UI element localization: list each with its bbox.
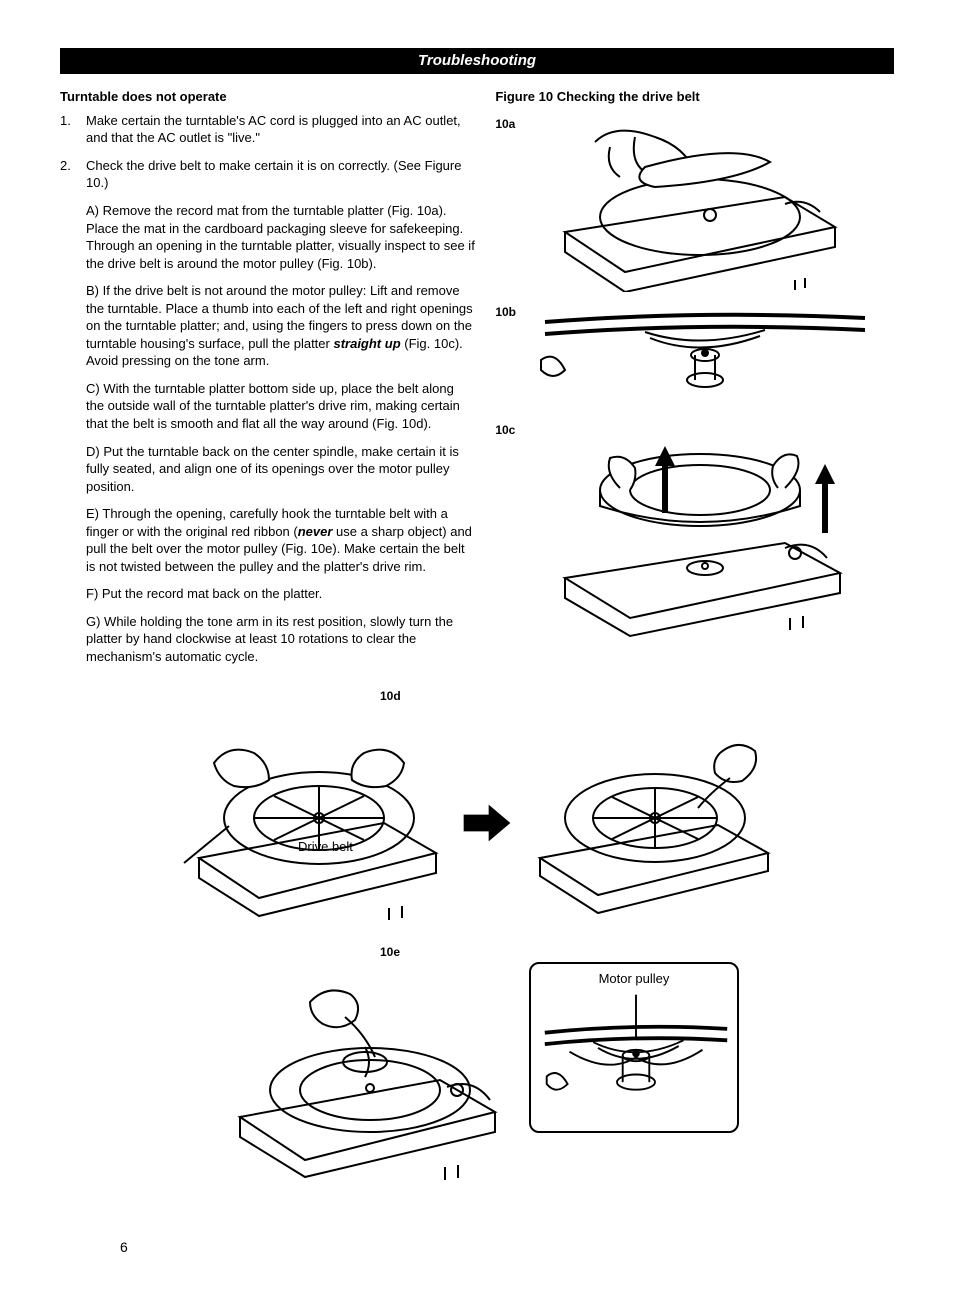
label-10a: 10a bbox=[495, 116, 525, 132]
fig-10b-svg bbox=[535, 300, 865, 410]
two-column-layout: Turntable does not operate Make certain … bbox=[60, 88, 894, 675]
step-1-text: Make certain the turntable's AC cord is … bbox=[86, 113, 461, 146]
label-10d: 10d bbox=[380, 688, 894, 704]
figure-10c: 10c bbox=[495, 418, 894, 638]
substep-c: C) With the turntable platter bottom sid… bbox=[86, 380, 475, 433]
label-10b: 10b bbox=[495, 304, 525, 320]
fig-10e-svg bbox=[215, 962, 515, 1192]
step-2-lead: Check the drive belt to make certain it … bbox=[86, 158, 461, 191]
step-1: Make certain the turntable's AC cord is … bbox=[60, 112, 475, 147]
section-title: Troubleshooting bbox=[418, 52, 536, 69]
step-2: Check the drive belt to make certain it … bbox=[60, 157, 475, 666]
right-column: Figure 10 Checking the drive belt 10a bbox=[495, 88, 894, 675]
fig-10d-left-svg bbox=[174, 708, 454, 938]
figure-10b: 10b bbox=[495, 300, 894, 410]
figure-heading: Figure 10 Checking the drive belt bbox=[495, 88, 894, 106]
fig-10a-svg bbox=[535, 112, 865, 292]
troubleshoot-heading: Turntable does not operate bbox=[60, 88, 475, 106]
left-column: Turntable does not operate Make certain … bbox=[60, 88, 475, 675]
motor-pulley-label: Motor pulley bbox=[541, 970, 727, 988]
figure-10a: 10a bbox=[495, 112, 894, 292]
motor-pulley-box: Motor pulley bbox=[529, 962, 739, 1133]
page-number: 6 bbox=[120, 1238, 128, 1257]
step-2-substeps: A) Remove the record mat from the turnta… bbox=[86, 202, 475, 666]
figure-10e-row: 10e bbox=[60, 944, 894, 1192]
label-10c: 10c bbox=[495, 422, 525, 438]
substep-a: A) Remove the record mat from the turnta… bbox=[86, 202, 475, 272]
fig-10c-svg bbox=[535, 418, 865, 638]
substep-f: F) Put the record mat back on the platte… bbox=[86, 585, 475, 603]
substep-b-em: straight up bbox=[333, 336, 400, 351]
figure-10d-row: 10d Drive belt bbox=[60, 688, 894, 938]
label-10e: 10e bbox=[380, 944, 894, 960]
arrow-right-icon bbox=[462, 798, 512, 848]
section-title-bar: Troubleshooting bbox=[60, 48, 894, 74]
substep-g: G) While holding the tone arm in its res… bbox=[86, 613, 475, 666]
substep-b: B) If the drive belt is not around the m… bbox=[86, 282, 475, 370]
motor-pulley-svg bbox=[541, 989, 731, 1122]
step-list: Make certain the turntable's AC cord is … bbox=[60, 112, 475, 666]
substep-e-em: never bbox=[298, 524, 333, 539]
substep-e: E) Through the opening, carefully hook t… bbox=[86, 505, 475, 575]
substep-d: D) Put the turntable back on the center … bbox=[86, 443, 475, 496]
fig-10d-right-svg bbox=[520, 713, 780, 933]
drive-belt-label: Drive belt bbox=[298, 838, 353, 856]
